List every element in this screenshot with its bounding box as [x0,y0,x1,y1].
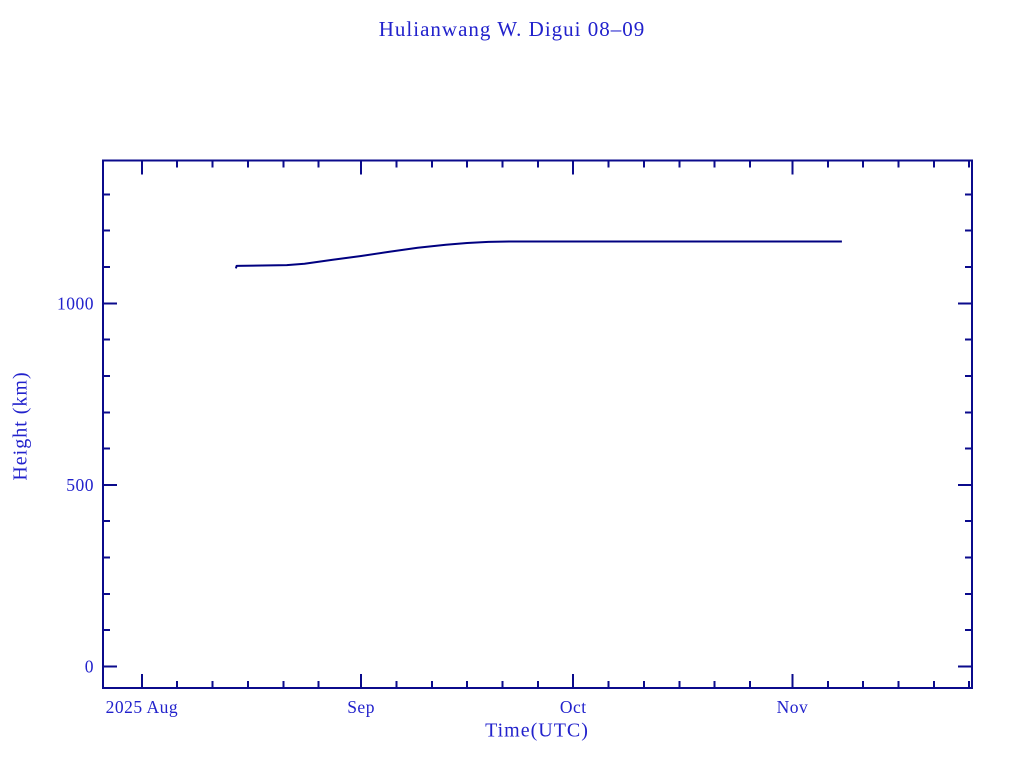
x-axis-tick-label: Nov [777,697,809,717]
x-axis-label: Time(UTC) [485,719,589,742]
y-axis-tick-label: 500 [66,475,94,495]
x-axis-tick-label: 2025 Aug [106,697,179,717]
data-line [234,240,842,269]
chart-title: Hulianwang W. Digui 08–09 [378,17,646,41]
y-axis-tick-label: 0 [85,657,94,677]
y-axis-label: Height (km) [9,371,32,481]
plot-border [102,159,973,689]
x-axis-tick-label: Oct [560,697,587,717]
x-axis-tick-label: Sep [347,697,375,717]
y-axis-tick-label: 1000 [57,293,94,313]
